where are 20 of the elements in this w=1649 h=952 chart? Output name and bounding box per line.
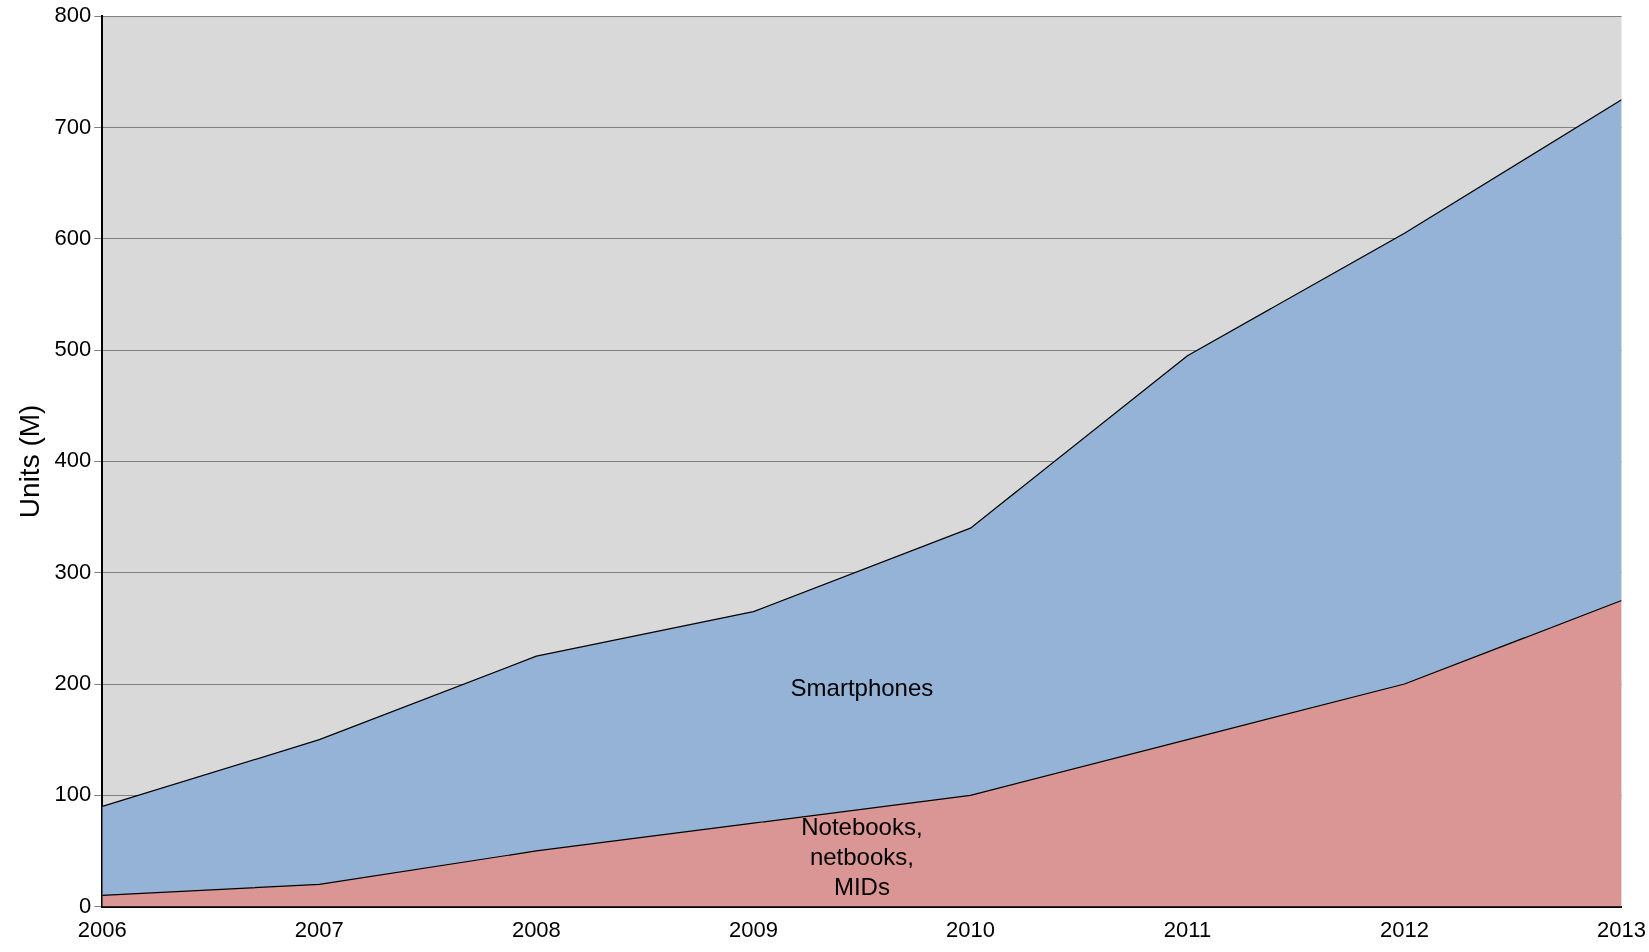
y-tick-label: 700	[54, 113, 92, 139]
x-tick-label: 2008	[511, 916, 561, 942]
series-label: Smartphones	[790, 674, 934, 702]
x-tick-label: 2009	[728, 916, 778, 942]
x-tick-label: 2006	[77, 916, 127, 942]
x-tick-label: 2011	[1163, 916, 1212, 942]
y-tick-label: 200	[54, 670, 92, 696]
y-tick-label: 300	[54, 558, 92, 584]
y-axis-title: Units (M)	[13, 404, 45, 519]
y-tick-label: 100	[54, 781, 92, 807]
y-tick-label: 800	[54, 2, 92, 28]
x-tick-label: 2010	[945, 916, 995, 942]
x-tick-label: 2007	[294, 916, 344, 942]
y-tick-label: 600	[54, 224, 92, 250]
x-tick-label: 2012	[1380, 916, 1429, 942]
y-tick-label: 0	[79, 892, 92, 918]
series-label: Notebooks, netbooks, MIDs	[801, 812, 923, 900]
y-tick-label: 500	[54, 336, 92, 362]
y-tick-label: 400	[54, 447, 92, 473]
x-tick-label: 2013	[1597, 916, 1647, 942]
